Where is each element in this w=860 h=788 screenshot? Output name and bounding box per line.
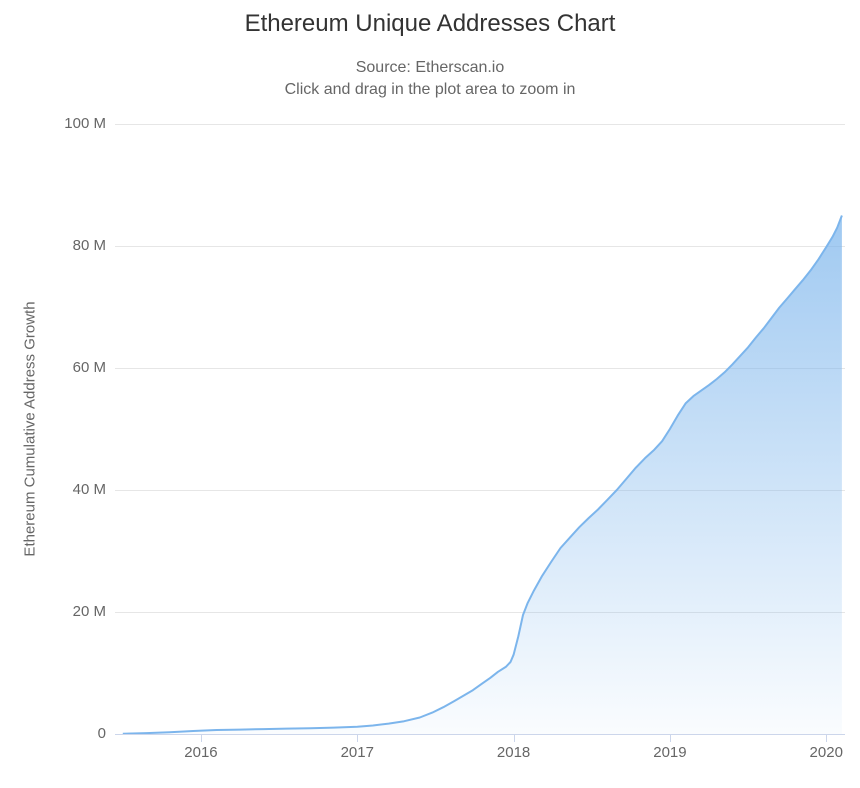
x-tick-label-2019: 2019: [653, 744, 687, 761]
y-tick-label-0: 0: [97, 725, 106, 742]
series-area-fill: [122, 215, 842, 734]
y-tick-label-100: 100 M: [64, 115, 106, 132]
chart-subtitle-source: Source: Etherscan.io: [355, 59, 505, 76]
x-tick-label-2020: 2020: [809, 744, 843, 761]
series-line: [122, 215, 843, 735]
y-tick-label-80: 80 M: [72, 237, 106, 254]
x-tick-label-2017: 2017: [340, 744, 374, 761]
chart-title: Ethereum Unique Addresses Chart: [244, 10, 616, 37]
x-tick-label-2016: 2016: [184, 744, 218, 761]
chart-subtitle-zoom-hint: Click and drag in the plot area to zoom …: [284, 81, 576, 98]
y-tick-label-60: 60 M: [72, 359, 106, 376]
y-axis-title: Ethereum Cumulative Address Growth: [21, 301, 39, 557]
y-tick-label-20: 20 M: [72, 603, 106, 620]
x-tick-label-2018: 2018: [496, 744, 531, 761]
y-tick-label-40: 40 M: [72, 481, 106, 498]
